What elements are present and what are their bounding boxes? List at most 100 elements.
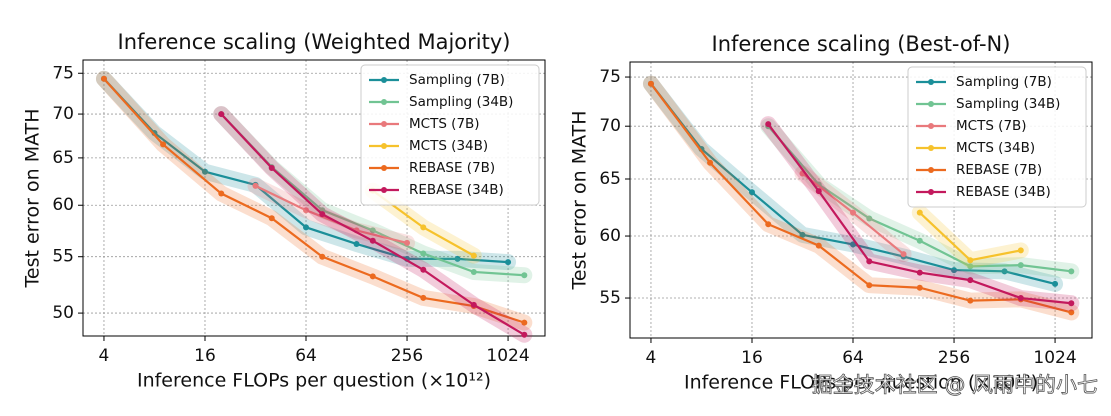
y-tick-label: 65 <box>52 148 74 168</box>
point <box>420 250 427 257</box>
chart-title: Inference scaling (Weighted Majority) <box>118 30 511 54</box>
point <box>420 294 427 301</box>
y-axis-label: Test error on MATH <box>22 108 44 288</box>
point <box>369 237 376 244</box>
x-tick-label: 4 <box>646 348 657 368</box>
point <box>470 268 477 275</box>
point <box>521 319 528 326</box>
legend-marker <box>381 99 387 105</box>
point <box>900 251 907 258</box>
point <box>218 190 225 197</box>
y-tick-label: 70 <box>52 104 74 124</box>
point <box>319 211 326 218</box>
point <box>470 252 477 259</box>
y-tick-label: 55 <box>599 288 621 308</box>
legend-box <box>907 66 1087 208</box>
y-tick-label: 65 <box>599 169 621 189</box>
point <box>850 209 857 216</box>
y-tick-label: 55 <box>52 247 74 267</box>
point <box>454 255 461 262</box>
legend-label: REBASE (34B) <box>409 182 504 198</box>
point <box>765 121 772 128</box>
point <box>160 141 167 148</box>
point <box>866 215 873 222</box>
y-tick-label: 50 <box>52 303 74 323</box>
point <box>916 237 923 244</box>
point <box>505 259 512 266</box>
point <box>1001 268 1008 275</box>
legend-marker <box>381 121 387 127</box>
legend-box <box>360 64 540 206</box>
legend-marker <box>928 79 934 85</box>
point <box>369 273 376 280</box>
point <box>765 221 772 228</box>
y-tick-label: 70 <box>599 116 621 136</box>
x-tick-label: 1024 <box>486 346 529 366</box>
point <box>1052 280 1059 287</box>
point <box>916 284 923 291</box>
chart-title: Inference scaling (Best-of-N) <box>712 32 1011 56</box>
legend-label: Sampling (34B) <box>409 94 513 110</box>
point <box>268 164 275 171</box>
legend-label: MCTS (34B) <box>409 138 488 154</box>
x-axis-label: Inference FLOPs per question (×10¹²) <box>684 372 1038 394</box>
plot-frame <box>82 59 546 337</box>
point <box>815 242 822 249</box>
y-tick-label: 60 <box>52 195 74 215</box>
series-line <box>255 184 408 244</box>
x-tick-label: 256 <box>391 346 423 366</box>
point <box>1017 247 1024 254</box>
point <box>1017 262 1024 269</box>
x-tick-label: 64 <box>295 346 317 366</box>
point <box>866 258 873 265</box>
legend-label: MCTS (34B) <box>956 140 1035 156</box>
legend-marker <box>381 77 387 83</box>
point <box>967 257 974 264</box>
point <box>1068 300 1075 307</box>
point <box>420 224 427 231</box>
point <box>916 269 923 276</box>
point <box>303 207 310 214</box>
x-axis-label: Inference FLOPs per question (×10¹²) <box>137 370 491 392</box>
point <box>1068 268 1075 275</box>
legend-marker <box>928 167 934 173</box>
legend-label: Sampling (34B) <box>956 96 1060 112</box>
legend-label: MCTS (7B) <box>956 118 1027 134</box>
point <box>967 263 974 270</box>
x-tick-label: 1024 <box>1033 348 1076 368</box>
legend-marker <box>928 145 934 151</box>
point <box>201 168 208 175</box>
point <box>647 80 654 87</box>
point <box>218 111 225 118</box>
x-tick-label: 4 <box>99 346 110 366</box>
point <box>369 227 376 234</box>
point <box>866 282 873 289</box>
point <box>420 266 427 273</box>
point <box>268 215 275 222</box>
point <box>1068 309 1075 316</box>
point <box>707 159 714 166</box>
x-tick-label: 64 <box>842 348 864 368</box>
point <box>303 224 310 231</box>
point <box>353 240 360 247</box>
panel: 4 16 64 256 1024 55 60 65 70 75 Inference scaling … <box>569 32 1093 394</box>
legend-marker <box>928 101 934 107</box>
point <box>521 272 528 279</box>
x-tick-label: 16 <box>741 348 763 368</box>
point <box>916 209 923 216</box>
legend-marker <box>381 187 387 193</box>
legend-label: REBASE (7B) <box>956 162 1042 178</box>
point <box>319 253 326 260</box>
x-tick-label: 256 <box>938 348 970 368</box>
point <box>815 188 822 195</box>
y-tick-label: 60 <box>599 226 621 246</box>
x-tick-label: 16 <box>194 346 216 366</box>
legend-marker <box>928 189 934 195</box>
plot-frame <box>629 61 1093 339</box>
point <box>1017 295 1024 302</box>
point <box>252 182 259 189</box>
legend-label: REBASE (34B) <box>956 184 1051 200</box>
y-tick-label: 75 <box>599 67 621 87</box>
point <box>100 75 107 82</box>
